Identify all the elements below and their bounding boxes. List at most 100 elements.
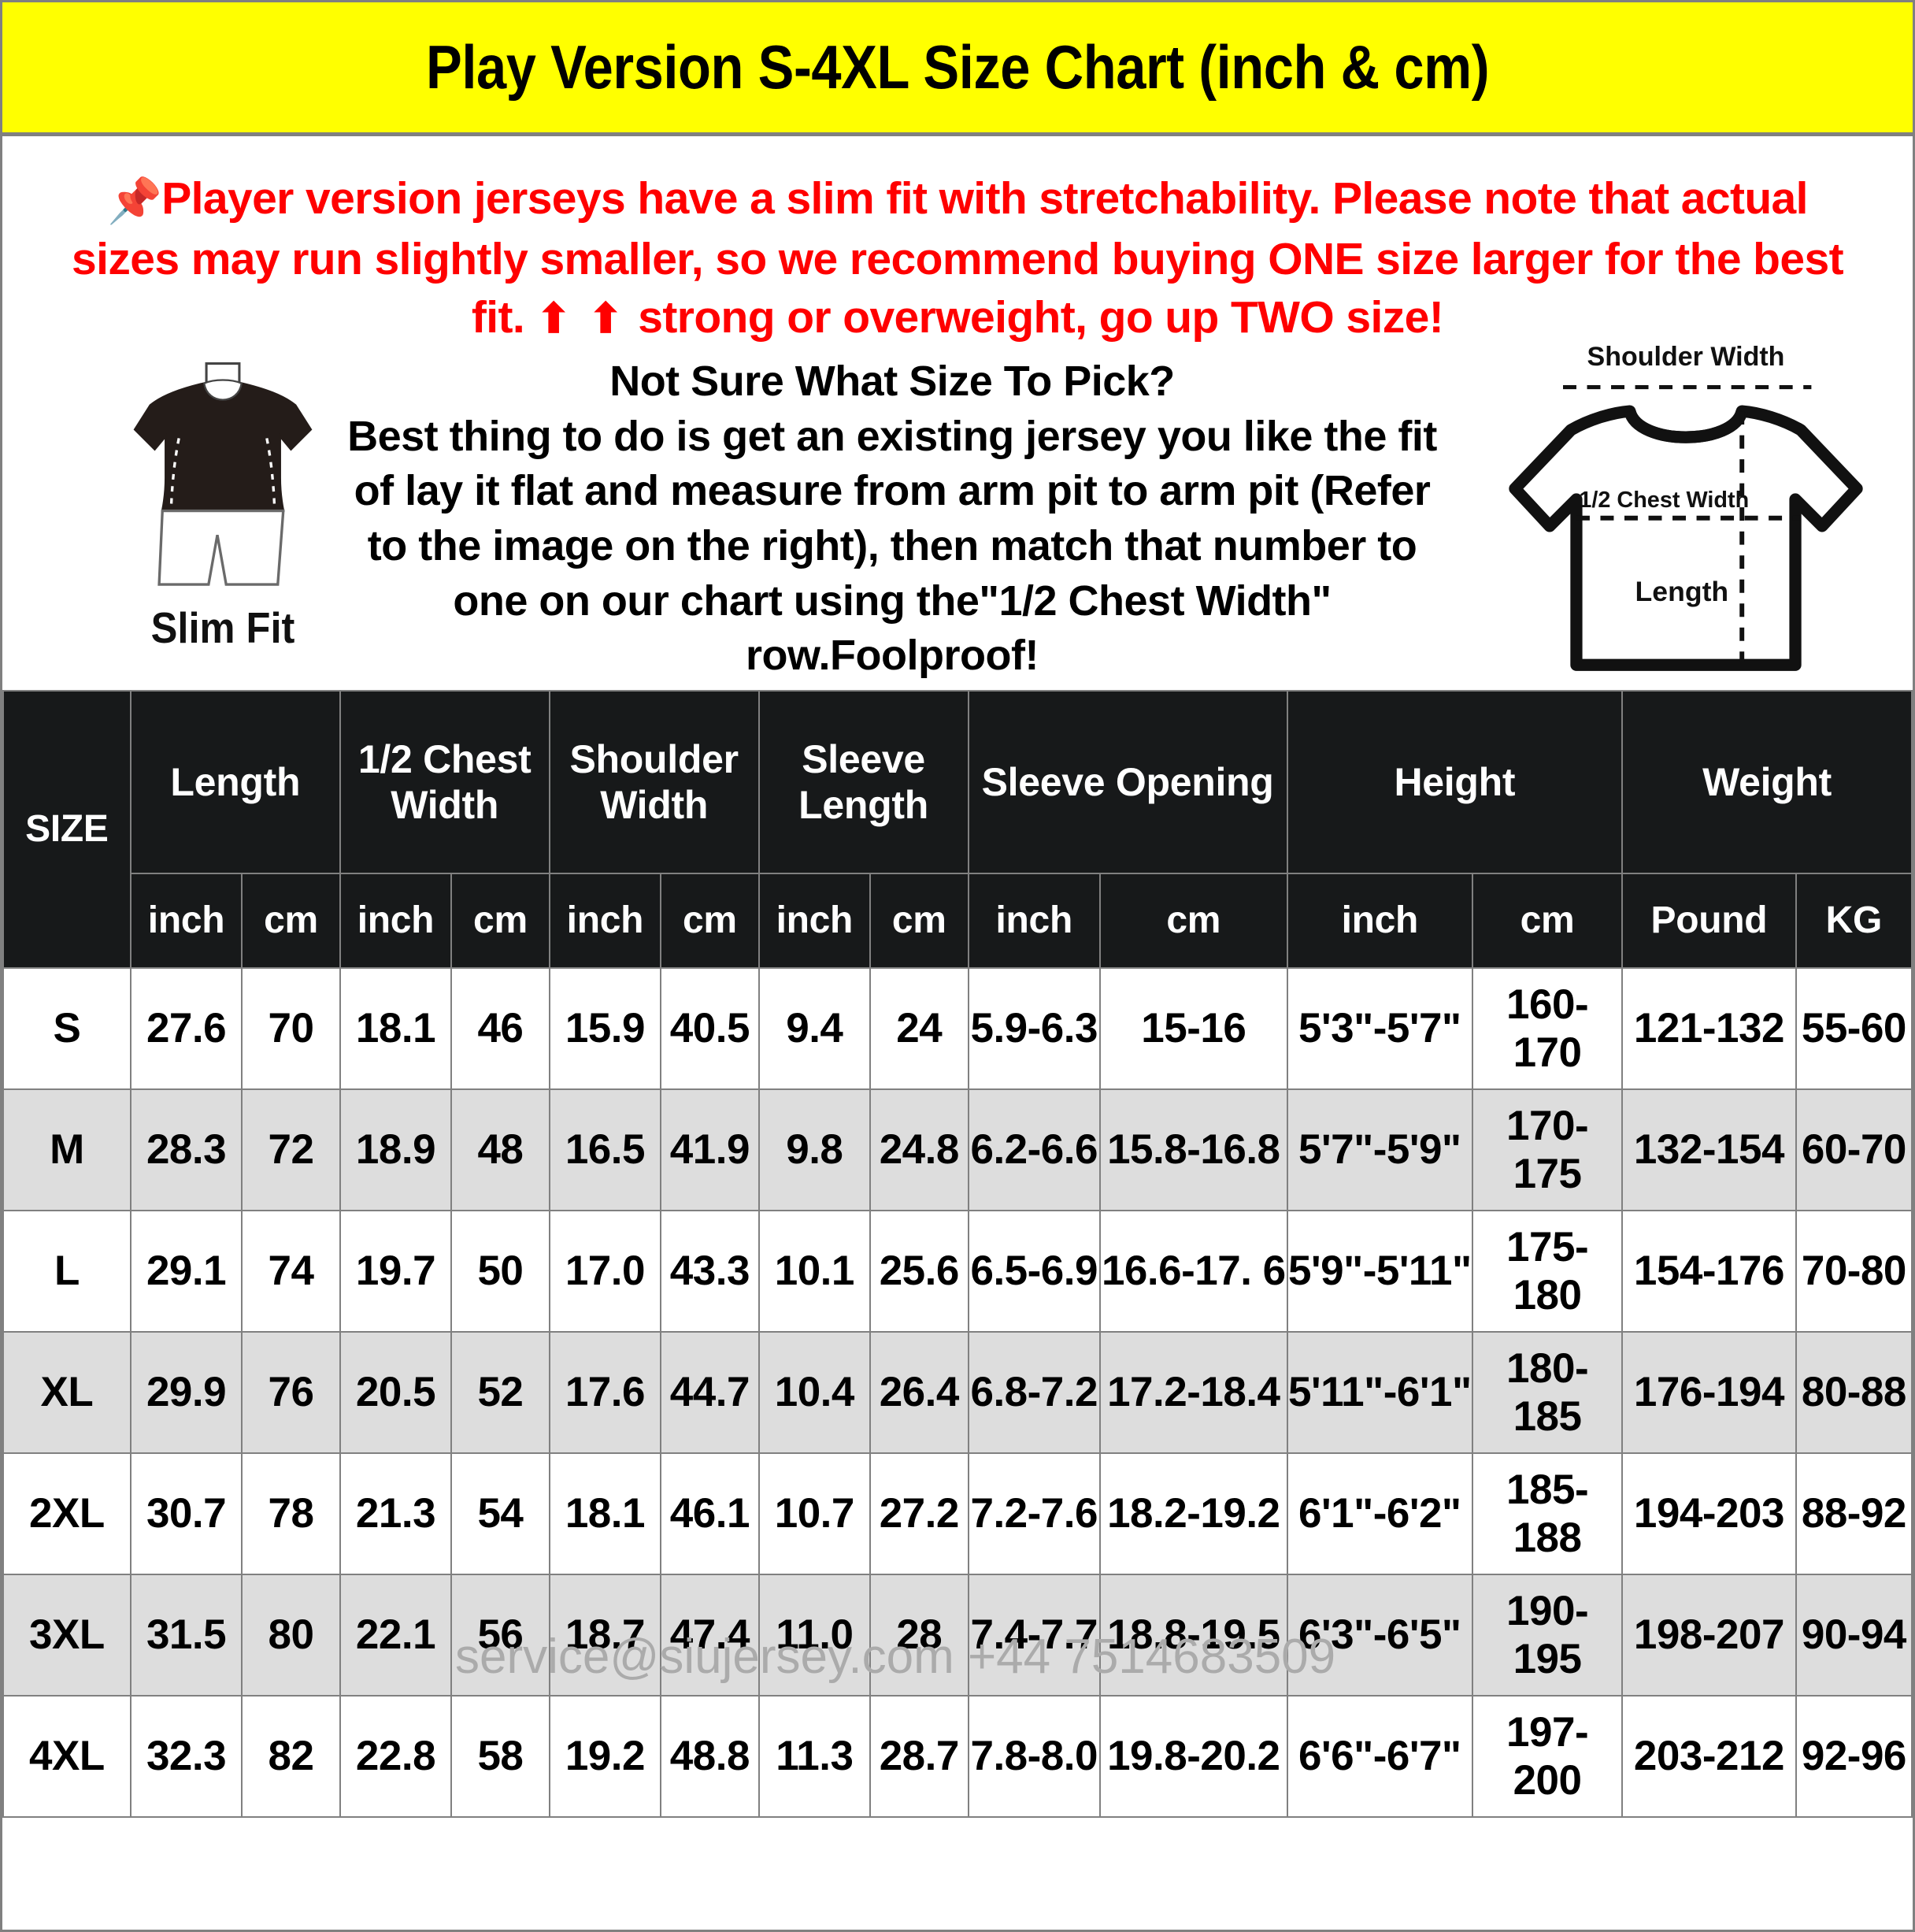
slim-fit-illustration: Slim Fit — [89, 359, 357, 653]
shoulder-width-label: Shoulder Width — [1587, 341, 1785, 372]
table-row: 2XL 30.7 78 21.3 54 18.1 46.1 10.7 27.2 7.2-7.6 18… — [2, 1452, 1913, 1575]
cell-value: 46 — [450, 966, 550, 1090]
col-header-sleeve-opening: Sleeve Opening — [967, 689, 1288, 874]
chest-width-label-text: 1/2 Chest Width — [1579, 488, 1749, 513]
cell-value: 82 — [241, 1694, 341, 1818]
cell-value: 28.7 — [869, 1694, 969, 1818]
cell-value: 70 — [241, 966, 341, 1090]
cell-value: 197-200 — [1471, 1694, 1624, 1818]
cell-value: 198-207 — [1621, 1573, 1797, 1697]
table-row: S 27.6 70 18.1 46 15.9 40.5 9.4 24 5.9-6.3 15-16 5'… — [2, 966, 1913, 1090]
cell-value: 5'3"-5'7" — [1286, 966, 1474, 1090]
cell-value: 31.5 — [129, 1573, 243, 1697]
cell-value: 18.7 — [548, 1573, 662, 1697]
unit-sleevelen-inch: inch — [757, 872, 872, 969]
cell-value: 54 — [450, 1452, 550, 1575]
cell-value: 88-92 — [1795, 1452, 1913, 1575]
cell-value: 16.6-17. 6 — [1098, 1209, 1288, 1333]
table-row: XL 29.9 76 20.5 52 17.6 44.7 10.4 26.4 6.8-7.2 17.… — [2, 1330, 1913, 1454]
cell-value: 20.5 — [339, 1330, 453, 1454]
table-row: M 28.3 72 18.9 48 16.5 41.9 9.8 24.8 6.2-6.6 15.8-… — [2, 1088, 1913, 1211]
title-banner: Play Version S-4XL Size Chart (inch & cm… — [2, 2, 1913, 136]
cell-value: 6'1"-6'2" — [1286, 1452, 1474, 1575]
cell-value: 22.8 — [339, 1694, 453, 1818]
cell-value: 44.7 — [660, 1330, 760, 1454]
cell-value: 48.8 — [660, 1694, 760, 1818]
cell-value: 7.4-7.7 — [967, 1573, 1101, 1697]
cell-value: 30.7 — [129, 1452, 243, 1575]
cell-value: 10.4 — [757, 1330, 872, 1454]
cell-value: 11.0 — [757, 1573, 872, 1697]
cell-size: 3XL — [2, 1573, 131, 1697]
cell-value: 41.9 — [660, 1088, 760, 1211]
page-title: Play Version S-4XL Size Chart (inch & cm… — [425, 32, 1490, 102]
cell-value: 185-188 — [1471, 1452, 1624, 1575]
cell-value: 76 — [241, 1330, 341, 1454]
col-header-size: SIZE — [2, 689, 131, 969]
table-head: SIZE Length 1/2 Chest Width Shoulder Wid… — [2, 689, 1913, 969]
advice-heading: Not Sure What Size To Pick? — [609, 357, 1175, 405]
unit-length-inch: inch — [129, 872, 243, 969]
cell-value: 72 — [241, 1088, 341, 1211]
unit-sleeveopen-inch: inch — [967, 872, 1101, 969]
col-header-length: Length — [129, 689, 341, 874]
cell-value: 6.8-7.2 — [967, 1330, 1101, 1454]
cell-value: 29.1 — [129, 1209, 243, 1333]
up-arrows-icon: ⬆ ⬆ — [536, 295, 626, 342]
cell-value: 6'6"-6'7" — [1286, 1694, 1474, 1818]
cell-value: 194-203 — [1621, 1452, 1797, 1575]
unit-weight-kg: KG — [1795, 872, 1913, 969]
cell-value: 46.1 — [660, 1452, 760, 1575]
cell-value: 18.2-19.2 — [1098, 1452, 1288, 1575]
cell-size: XL — [2, 1330, 131, 1454]
warning-line-1: Player version jerseys have a slim fit w… — [72, 173, 1808, 284]
header-group-row: SIZE Length 1/2 Chest Width Shoulder Wid… — [2, 689, 1913, 969]
cell-value: 132-154 — [1621, 1088, 1797, 1211]
unit-shoulder-inch: inch — [548, 872, 662, 969]
cell-value: 17.0 — [548, 1209, 662, 1333]
table-row: 4XL 32.3 82 22.8 58 19.2 48.8 11.3 28.7 7.8-8.0 19… — [2, 1694, 1913, 1818]
size-table: SIZE Length 1/2 Chest Width Shoulder Wid… — [2, 689, 1913, 1818]
cell-value: 29.9 — [129, 1330, 243, 1454]
cell-value: 16.5 — [548, 1088, 662, 1211]
cell-value: 18.1 — [339, 966, 453, 1090]
cell-value: 170-175 — [1471, 1088, 1624, 1211]
cell-value: 9.4 — [757, 966, 872, 1090]
cell-value: 26.4 — [869, 1330, 969, 1454]
cell-size: 4XL — [2, 1694, 131, 1818]
cell-size: 2XL — [2, 1452, 131, 1575]
cell-value: 24 — [869, 966, 969, 1090]
cell-value: 203-212 — [1621, 1694, 1797, 1818]
advice-body: Best thing to do is get an existing jers… — [347, 412, 1437, 680]
col-header-height: Height — [1286, 689, 1624, 874]
cell-value: 9.8 — [757, 1088, 872, 1211]
table-row: 3XL 31.5 80 22.1 56 18.7 47.4 11.0 28 7.4-7.7 18.8… — [2, 1573, 1913, 1697]
cell-value: 55-60 — [1795, 966, 1913, 1090]
cell-value: 17.6 — [548, 1330, 662, 1454]
cell-value: 48 — [450, 1088, 550, 1211]
warning-notice: 📌Player version jerseys have a slim fit … — [2, 136, 1913, 354]
cell-value: 43.3 — [660, 1209, 760, 1333]
cell-value: 176-194 — [1621, 1330, 1797, 1454]
cell-value: 58 — [450, 1694, 550, 1818]
col-header-half-chest-width: 1/2 Chest Width — [339, 689, 550, 874]
unit-height-inch: inch — [1286, 872, 1474, 969]
cell-value: 19.8-20.2 — [1098, 1694, 1288, 1818]
cell-value: 56 — [450, 1573, 550, 1697]
cell-value: 60-70 — [1795, 1088, 1913, 1211]
cell-value: 17.2-18.4 — [1098, 1330, 1288, 1454]
pushpin-icon: 📌 — [107, 176, 162, 225]
cell-value: 74 — [241, 1209, 341, 1333]
col-header-shoulder-width: Shoulder Width — [548, 689, 760, 874]
cell-value: 22.1 — [339, 1573, 453, 1697]
cell-value: 6.2-6.6 — [967, 1088, 1101, 1211]
cell-value: 6'3"-6'5" — [1286, 1573, 1474, 1697]
cell-value: 19.7 — [339, 1209, 453, 1333]
cell-value: 50 — [450, 1209, 550, 1333]
unit-chest-cm: cm — [450, 872, 550, 969]
cell-value: 5'7"-5'9" — [1286, 1088, 1474, 1211]
unit-chest-inch: inch — [339, 872, 453, 969]
tshirt-outline-icon: 1/2 Chest Width Length — [1509, 385, 1863, 671]
table-row: L 29.1 74 19.7 50 17.0 43.3 10.1 25.6 6.5-6.9 16.6… — [2, 1209, 1913, 1333]
